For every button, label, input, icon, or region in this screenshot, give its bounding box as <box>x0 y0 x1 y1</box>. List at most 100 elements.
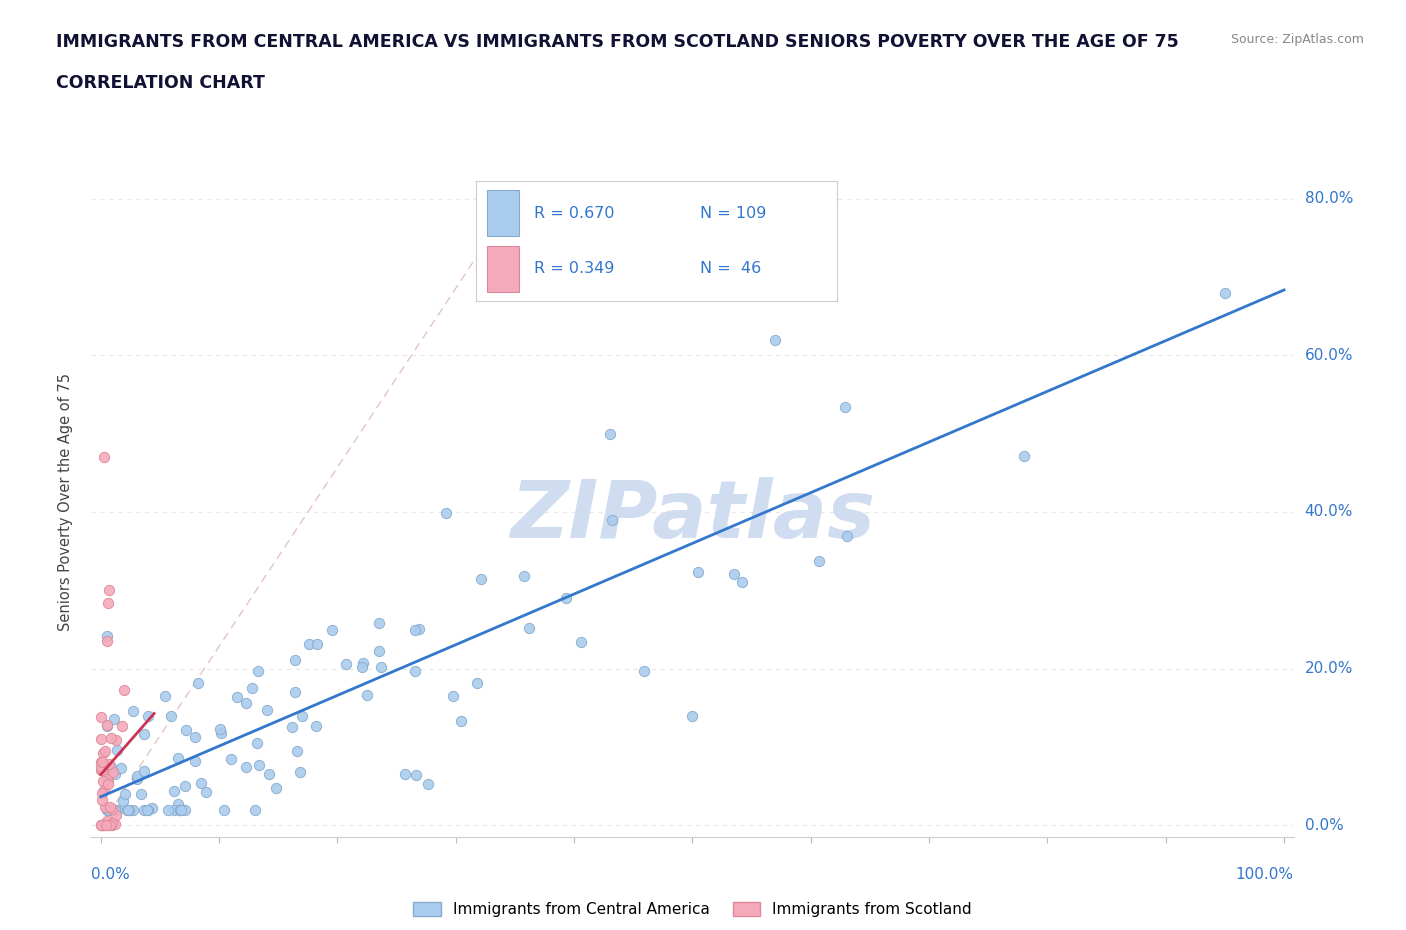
Point <box>96 629 118 644</box>
Point <box>101 817 124 832</box>
Point <box>98 800 121 815</box>
Text: 80.0%: 80.0% <box>1305 192 1353 206</box>
Y-axis label: Seniors Poverty Over the Age of 75: Seniors Poverty Over the Age of 75 <box>58 373 73 631</box>
Point <box>100 803 122 817</box>
Point <box>214 803 236 817</box>
Point <box>170 803 193 817</box>
Point <box>247 664 270 679</box>
Legend: Immigrants from Central America, Immigrants from Scotland: Immigrants from Central America, Immigra… <box>406 896 979 923</box>
Point <box>96 718 118 733</box>
Point <box>723 567 745 582</box>
Text: Source: ZipAtlas.com: Source: ZipAtlas.com <box>1230 33 1364 46</box>
Point <box>704 246 727 261</box>
Point <box>281 720 304 735</box>
Point <box>235 760 257 775</box>
Point <box>91 746 114 761</box>
Point <box>834 400 856 415</box>
Point <box>101 802 124 817</box>
Point <box>101 816 124 830</box>
Point <box>169 803 191 817</box>
Point <box>599 426 621 441</box>
Point <box>305 719 328 734</box>
Point <box>98 583 121 598</box>
Point <box>600 512 623 527</box>
Point <box>368 616 391 631</box>
Point <box>284 652 307 667</box>
Point <box>688 565 710 579</box>
Point <box>96 817 118 832</box>
Point <box>104 808 127 823</box>
Point <box>408 621 430 636</box>
Point <box>167 751 190 765</box>
Text: 0.0%: 0.0% <box>1305 817 1343 832</box>
Point <box>208 722 231 737</box>
Point <box>465 675 488 690</box>
Point <box>104 817 127 831</box>
Point <box>141 800 163 815</box>
Point <box>160 709 183 724</box>
Point <box>90 817 112 832</box>
Point <box>184 753 207 768</box>
Point <box>100 731 122 746</box>
Point <box>209 726 232 741</box>
Point <box>246 736 269 751</box>
Point <box>633 663 655 678</box>
Point <box>91 774 114 789</box>
Point <box>94 743 117 758</box>
Point <box>125 768 148 783</box>
Point <box>96 814 118 829</box>
Point <box>163 803 186 817</box>
Point <box>256 703 278 718</box>
Point <box>1213 286 1236 300</box>
Point <box>94 762 117 777</box>
Point <box>266 781 288 796</box>
Point <box>176 722 198 737</box>
Point <box>96 718 118 733</box>
Point <box>569 634 592 649</box>
Point <box>450 713 472 728</box>
Point <box>187 675 209 690</box>
Point <box>125 772 148 787</box>
Point <box>554 591 576 605</box>
Point <box>117 803 139 817</box>
Point <box>418 777 440 791</box>
Point <box>807 553 830 568</box>
Point <box>105 803 128 817</box>
Point <box>173 803 195 817</box>
Point <box>105 733 128 748</box>
Point <box>184 730 207 745</box>
Point <box>136 709 159 724</box>
Point <box>91 763 114 777</box>
Point <box>93 817 115 832</box>
Point <box>394 767 416 782</box>
Point <box>91 817 114 832</box>
Point <box>112 683 135 698</box>
Point <box>1012 448 1035 463</box>
Point <box>97 803 120 817</box>
Point <box>90 732 112 747</box>
Point <box>105 742 128 757</box>
Point <box>90 817 112 832</box>
Point <box>97 803 120 817</box>
Point <box>763 332 786 347</box>
Point <box>235 696 257 711</box>
Text: IMMIGRANTS FROM CENTRAL AMERICA VS IMMIGRANTS FROM SCOTLAND SENIORS POVERTY OVER: IMMIGRANTS FROM CENTRAL AMERICA VS IMMIG… <box>56 33 1180 50</box>
Point <box>129 786 152 801</box>
Point <box>97 817 120 832</box>
Point <box>91 786 114 801</box>
Point <box>517 621 540 636</box>
Point <box>136 803 159 817</box>
Point <box>96 770 118 785</box>
Point <box>90 755 112 770</box>
Point <box>103 711 125 726</box>
Point <box>169 803 191 817</box>
Point <box>157 803 180 817</box>
Point <box>405 767 427 782</box>
Point <box>98 817 121 832</box>
Point <box>97 777 120 791</box>
Point <box>335 657 357 671</box>
Point <box>93 450 115 465</box>
Text: 0.0%: 0.0% <box>91 867 131 882</box>
Point <box>103 764 125 779</box>
Text: 20.0%: 20.0% <box>1305 661 1353 676</box>
